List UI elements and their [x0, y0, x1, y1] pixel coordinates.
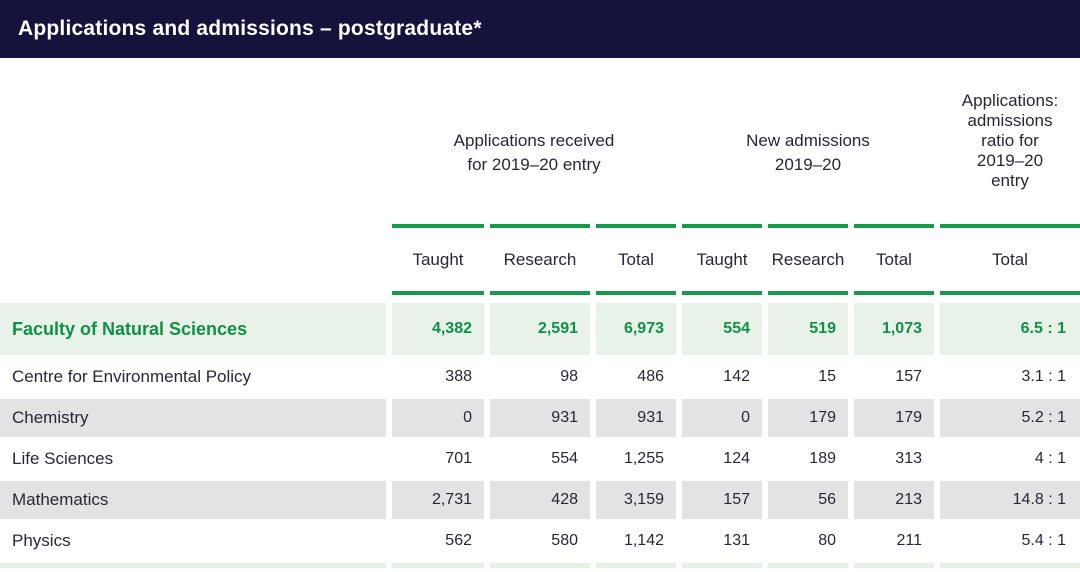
rule-segment: [392, 291, 484, 295]
rule-segment: [490, 291, 590, 295]
rule-top: [0, 224, 1080, 228]
row-label: Centre for Environmental Policy: [0, 358, 386, 396]
cell-ratio: 3.1 : 1: [940, 358, 1080, 396]
table-row: Mathematics 2,731 428 3,159 157 56 213 1…: [0, 481, 1080, 519]
cell-total-apps: 1,142: [596, 522, 676, 560]
cell-ratio: 4 : 1: [940, 440, 1080, 478]
subheader-total-apps: Total: [596, 250, 676, 270]
cell-total-apps: 6,973: [596, 303, 676, 355]
cell-research-apps: 98: [490, 358, 590, 396]
cell-ratio: 5.2 : 1: [940, 399, 1080, 437]
cell-research-apps: 931: [490, 399, 590, 437]
table-row: Centre for Environmental Policy 388 98 4…: [0, 358, 1080, 396]
table-row: Chemistry 0 931 931 0 179 179 5.2 : 1: [0, 399, 1080, 437]
title-bar: Applications and admissions – postgradua…: [0, 0, 1080, 58]
subheader-taught-apps: Taught: [392, 250, 484, 270]
rule-segment: [854, 291, 934, 295]
rule-segment: [940, 224, 1080, 228]
cell-research-adm: 519: [768, 303, 848, 355]
table-row: Life Sciences 701 554 1,255 124 189 313 …: [0, 440, 1080, 478]
cell-taught-apps: 0: [392, 399, 484, 437]
row-label: Life Sciences: [0, 440, 386, 478]
cell-research-apps: 554: [490, 440, 590, 478]
cell-total-adm: 213: [854, 481, 934, 519]
subheader-total-adm: Total: [854, 250, 934, 270]
rule-segment: [768, 224, 848, 228]
subheader-research-adm: Research: [768, 250, 848, 270]
cell-ratio: 5.4 : 1: [940, 522, 1080, 560]
cell-taught-apps: 562: [392, 522, 484, 560]
cell-total-apps: 3,159: [596, 481, 676, 519]
cell-taught-adm: 157: [682, 481, 762, 519]
cell-research-adm: 80: [768, 522, 848, 560]
table-row-cutoff: [0, 563, 1080, 568]
subheader-total-ratio: Total: [940, 250, 1080, 270]
subheader-research-apps: Research: [490, 250, 590, 270]
cell-total-apps: 931: [596, 399, 676, 437]
row-label: Chemistry: [0, 399, 386, 437]
rule-segment: [490, 224, 590, 228]
table-row-faculty-total: Faculty of Natural Sciences 4,382 2,591 …: [0, 303, 1080, 355]
cell-total-adm: 313: [854, 440, 934, 478]
group-header-applications-received: Applications received for 2019–20 entry: [392, 129, 676, 177]
cell-total-adm: 211: [854, 522, 934, 560]
cell-research-adm: 189: [768, 440, 848, 478]
rule-segment: [596, 291, 676, 295]
rule-segment: [596, 224, 676, 228]
cell-total-apps: 486: [596, 358, 676, 396]
group-header-ratio: Applications: admissions ratio for 2019–…: [940, 91, 1080, 191]
cell-ratio: 6.5 : 1: [940, 303, 1080, 355]
cell-taught-adm: 131: [682, 522, 762, 560]
table-row: Physics 562 580 1,142 131 80 211 5.4 : 1: [0, 522, 1080, 560]
subheader-taught-adm: Taught: [682, 250, 762, 270]
subheader-row: Taught Research Total Taught Research To…: [0, 228, 1080, 291]
rule-segment: [940, 291, 1080, 295]
rule-bottom: [0, 291, 1080, 295]
row-label: Physics: [0, 522, 386, 560]
cell-research-apps: 580: [490, 522, 590, 560]
row-label: Mathematics: [0, 481, 386, 519]
group-header-new-admissions: New admissions 2019–20: [682, 129, 934, 177]
cell-taught-adm: 554: [682, 303, 762, 355]
cell-total-adm: 179: [854, 399, 934, 437]
cell-research-apps: 428: [490, 481, 590, 519]
cell-taught-apps: 4,382: [392, 303, 484, 355]
cell-research-adm: 15: [768, 358, 848, 396]
cell-total-apps: 1,255: [596, 440, 676, 478]
rule-segment: [392, 224, 484, 228]
cell-total-adm: 1,073: [854, 303, 934, 355]
rule-segment: [682, 224, 762, 228]
cell-ratio: 14.8 : 1: [940, 481, 1080, 519]
report-page: Applications and admissions – postgradua…: [0, 0, 1080, 572]
cell-taught-adm: 0: [682, 399, 762, 437]
rule-segment: [768, 291, 848, 295]
row-label: Faculty of Natural Sciences: [0, 303, 386, 355]
cell-taught-apps: 2,731: [392, 481, 484, 519]
cell-research-adm: 56: [768, 481, 848, 519]
cell-research-adm: 179: [768, 399, 848, 437]
page-title: Applications and admissions – postgradua…: [18, 17, 482, 41]
group-header-row: Applications received for 2019–20 entry …: [0, 58, 1080, 224]
cell-taught-apps: 388: [392, 358, 484, 396]
rule-segment: [854, 224, 934, 228]
cell-research-apps: 2,591: [490, 303, 590, 355]
cell-taught-adm: 142: [682, 358, 762, 396]
cell-taught-apps: 701: [392, 440, 484, 478]
rule-segment: [682, 291, 762, 295]
cell-total-adm: 157: [854, 358, 934, 396]
cell-taught-adm: 124: [682, 440, 762, 478]
